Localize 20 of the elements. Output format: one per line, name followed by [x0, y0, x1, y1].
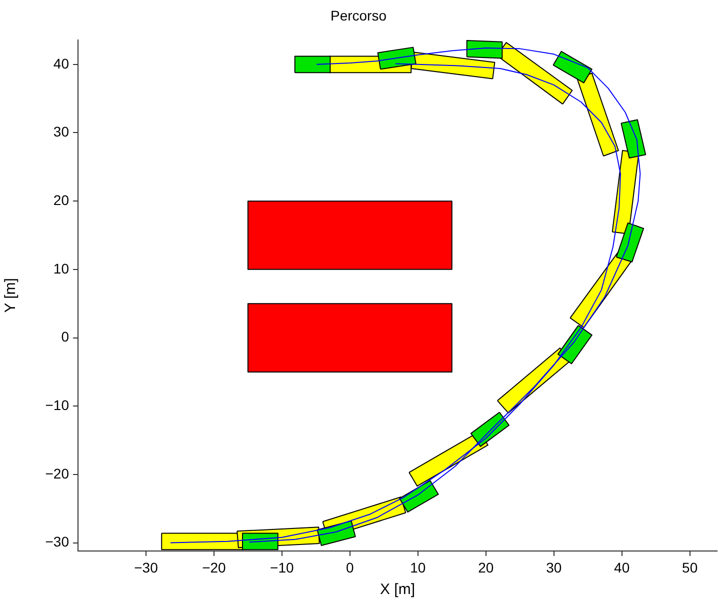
- x-tick-label: −10: [270, 559, 294, 576]
- x-tick-label: −30: [134, 559, 158, 576]
- x-tick-label: 10: [410, 559, 426, 576]
- chart-title: Percorso: [330, 7, 387, 24]
- x-tick-label: 50: [682, 559, 698, 576]
- x-axis-title: X [m]: [380, 581, 416, 598]
- y-tick-label: 30: [53, 124, 70, 140]
- x-tick-label: 40: [614, 559, 630, 576]
- x-tick-label: 20: [478, 559, 494, 576]
- y-tick-label: −30: [45, 534, 70, 550]
- y-axis-title: Y [m]: [2, 278, 20, 313]
- y-tick-label: 10: [53, 260, 70, 276]
- x-tick-label: 30: [546, 559, 562, 576]
- x-tick-label: −20: [202, 559, 226, 576]
- y-tick-label: −20: [45, 465, 70, 482]
- y-tick-label: −10: [45, 396, 70, 413]
- y-tick-label: 0: [61, 328, 70, 345]
- y-tick-label: 40: [53, 55, 70, 72]
- y-tick-label: 20: [53, 192, 70, 208]
- x-tick-label: 0: [346, 559, 354, 576]
